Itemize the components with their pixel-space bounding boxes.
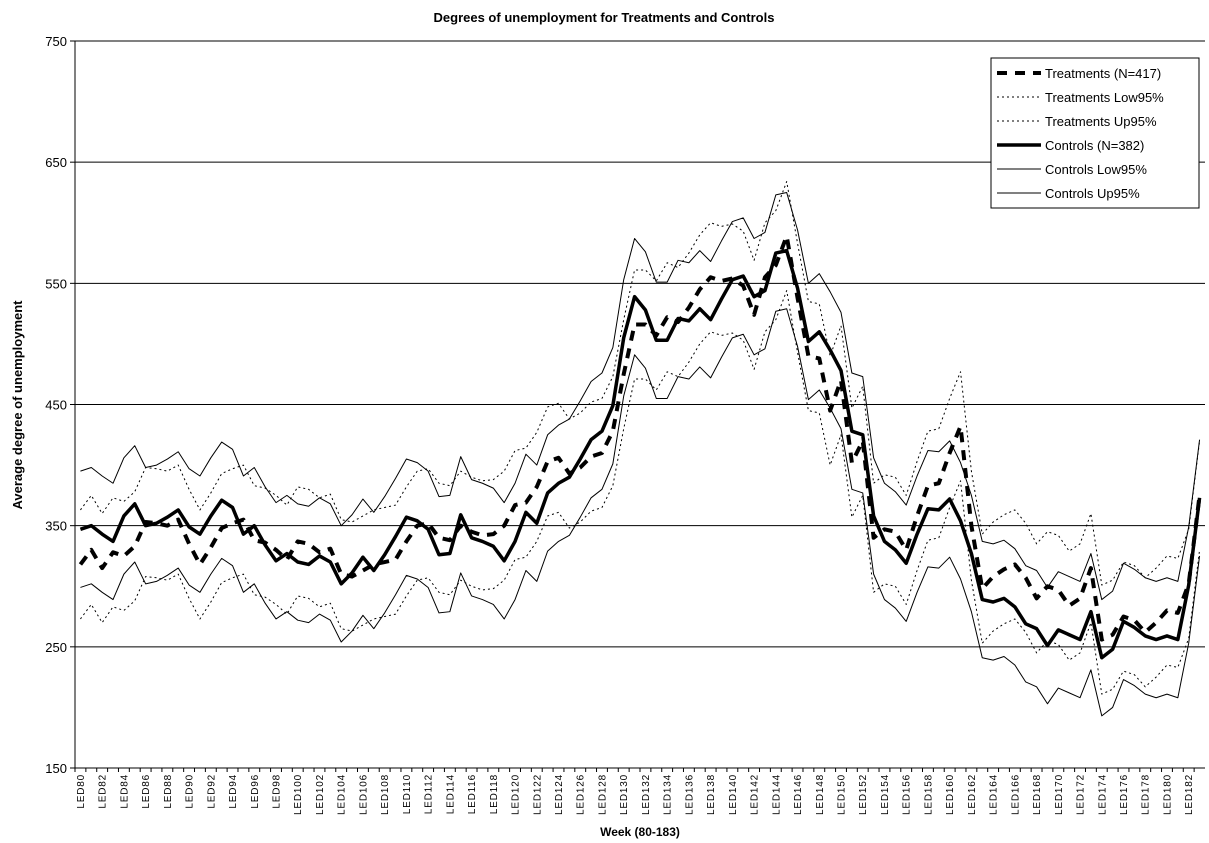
- x-tick-label: LED102: [315, 774, 326, 815]
- x-tick-label: LED178: [1141, 774, 1152, 815]
- x-tick-label: LED144: [771, 774, 782, 815]
- x-tick-label: LED84: [119, 774, 130, 809]
- x-tick-label: LED124: [554, 774, 565, 815]
- x-tick-label: LED164: [989, 774, 1000, 815]
- legend-label: Controls Low95%: [1045, 162, 1147, 177]
- y-tick-label: 750: [45, 34, 67, 49]
- x-tick-label: LED158: [923, 774, 934, 815]
- y-tick-label: 450: [45, 398, 67, 413]
- legend: Treatments (N=417) Treatments Low95% Treat…: [990, 57, 1200, 209]
- x-tick-label: LED104: [337, 774, 348, 815]
- x-tick-label: LED126: [576, 774, 587, 815]
- x-tick-label: LED82: [98, 774, 109, 809]
- x-tick-label: LED108: [380, 774, 391, 815]
- x-tick-label: LED182: [1184, 774, 1195, 815]
- y-tick-label: 650: [45, 155, 67, 170]
- x-tick-label: LED88: [163, 774, 174, 809]
- legend-label: Treatments Low95%: [1045, 90, 1164, 105]
- x-tick-label: LED86: [141, 774, 152, 809]
- legend-label: Controls (N=382): [1045, 138, 1144, 153]
- series-line: [80, 290, 1201, 695]
- x-tick-label: LED152: [858, 774, 869, 815]
- series-line: [80, 308, 1201, 717]
- x-tick-label: LED98: [272, 774, 283, 809]
- y-tick-label: 350: [45, 519, 67, 534]
- x-tick-label: LED100: [293, 774, 304, 815]
- x-tick-label: LED128: [597, 774, 608, 815]
- x-tick-label: LED114: [445, 774, 456, 814]
- x-tick-label: LED94: [228, 774, 239, 809]
- x-tick-label: LED132: [641, 774, 652, 815]
- x-tick-label: LED90: [185, 774, 196, 809]
- legend-label: Treatments Up95%: [1045, 114, 1157, 129]
- x-tick-label: LED118: [489, 774, 500, 814]
- x-tick-label: LED120: [511, 774, 522, 815]
- x-tick-label: LED180: [1162, 774, 1173, 815]
- x-tick-label: LED166: [1010, 774, 1021, 815]
- y-tick-label: 250: [45, 640, 67, 655]
- x-tick-label: LED138: [706, 774, 717, 815]
- x-tick-label: LED96: [250, 774, 261, 809]
- y-tick-label: 550: [45, 276, 67, 291]
- series-line: [80, 191, 1201, 601]
- x-tick-label: LED156: [902, 774, 913, 815]
- legend-box: [990, 57, 1200, 209]
- y-axis-title: Average degree of unemployment: [10, 300, 25, 510]
- x-tick-label: LED106: [358, 774, 369, 815]
- x-tick-label: LED148: [815, 774, 826, 815]
- x-tick-label: LED136: [684, 774, 695, 815]
- legend-label: Treatments (N=417): [1045, 66, 1161, 81]
- x-tick-label: LED162: [967, 774, 978, 815]
- series-line: [79, 248, 1202, 660]
- x-tick-label: LED142: [750, 774, 761, 815]
- y-tick-label: 150: [45, 761, 67, 776]
- x-tick-label: LED176: [1119, 774, 1130, 815]
- x-tick-label: LED80: [76, 774, 87, 809]
- x-tick-label: LED122: [532, 774, 543, 815]
- chart-title: Degrees of unemployment for Treatments a…: [434, 10, 775, 25]
- x-tick-label: LED112: [424, 774, 435, 814]
- x-tick-label: LED92: [206, 774, 217, 809]
- x-tick-label: LED146: [793, 774, 804, 815]
- x-tick-label: LED110: [402, 774, 413, 814]
- x-tick-label: LED116: [467, 774, 478, 814]
- x-tick-label: LED174: [1097, 774, 1108, 815]
- x-tick-label: LED170: [1054, 774, 1065, 815]
- x-tick-label: LED130: [619, 774, 630, 815]
- x-axis-title: Week (80-183): [600, 825, 680, 839]
- x-tick-label: LED150: [837, 774, 848, 815]
- series-line: [80, 181, 1201, 586]
- x-tick-label: LED172: [1076, 774, 1087, 815]
- series-line: [78, 234, 1202, 642]
- x-tick-label: LED160: [945, 774, 956, 815]
- legend-label: Controls Up95%: [1045, 186, 1140, 201]
- x-tick-label: LED134: [663, 774, 674, 815]
- x-tick-label: LED154: [880, 774, 891, 815]
- x-tick-label: LED168: [1032, 774, 1043, 815]
- x-tick-label: LED140: [728, 774, 739, 815]
